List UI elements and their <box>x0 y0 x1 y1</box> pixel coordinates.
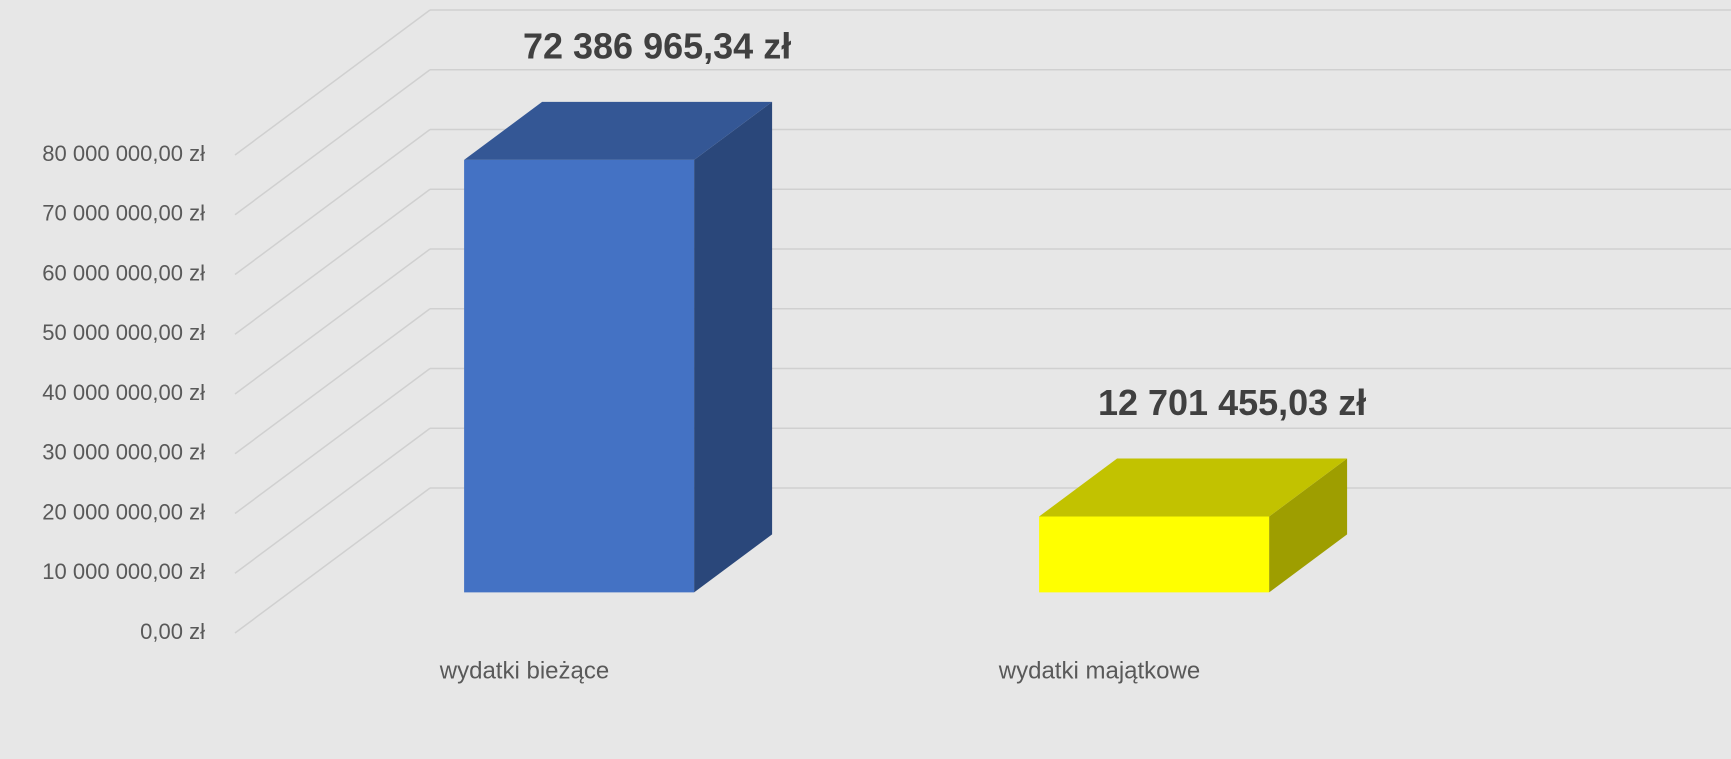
grid-line-wall <box>234 128 431 276</box>
grid-line-wall <box>234 487 431 634</box>
bar-front <box>1039 516 1270 593</box>
y-tick-label: 50 000 000,00 zł <box>42 320 205 345</box>
bar-top <box>464 101 773 160</box>
y-tick-label: 30 000 000,00 zł <box>42 440 205 465</box>
y-tick-label: 80 000 000,00 zł <box>42 141 205 166</box>
grid-line-wall <box>234 367 431 515</box>
y-tick-label: 10 000 000,00 zł <box>42 559 205 584</box>
y-tick-label: 20 000 000,00 zł <box>42 499 205 524</box>
bar-side <box>694 101 773 593</box>
value-label: 12 701 455,03 zł <box>1098 382 1366 423</box>
grid-line-wall <box>234 308 431 455</box>
bar-top <box>1039 458 1348 517</box>
grid-line-wall <box>234 69 431 216</box>
bar-side <box>1269 458 1348 593</box>
grid-line-wall <box>234 427 431 574</box>
y-tick-label: 70 000 000,00 zł <box>42 201 205 226</box>
grid-line-wall <box>234 188 431 335</box>
value-label: 72 386 965,34 zł <box>523 25 791 66</box>
y-tick-label: 0,00 zł <box>140 619 205 644</box>
grid-line-wall <box>234 9 431 156</box>
grid-line-wall <box>234 248 431 395</box>
x-tick-label: wydatki bieżące <box>439 657 609 684</box>
y-tick-label: 40 000 000,00 zł <box>42 380 205 405</box>
y-tick-label: 60 000 000,00 zł <box>42 260 205 285</box>
x-tick-label: wydatki majątkowe <box>998 657 1200 684</box>
bar-front <box>464 159 695 593</box>
